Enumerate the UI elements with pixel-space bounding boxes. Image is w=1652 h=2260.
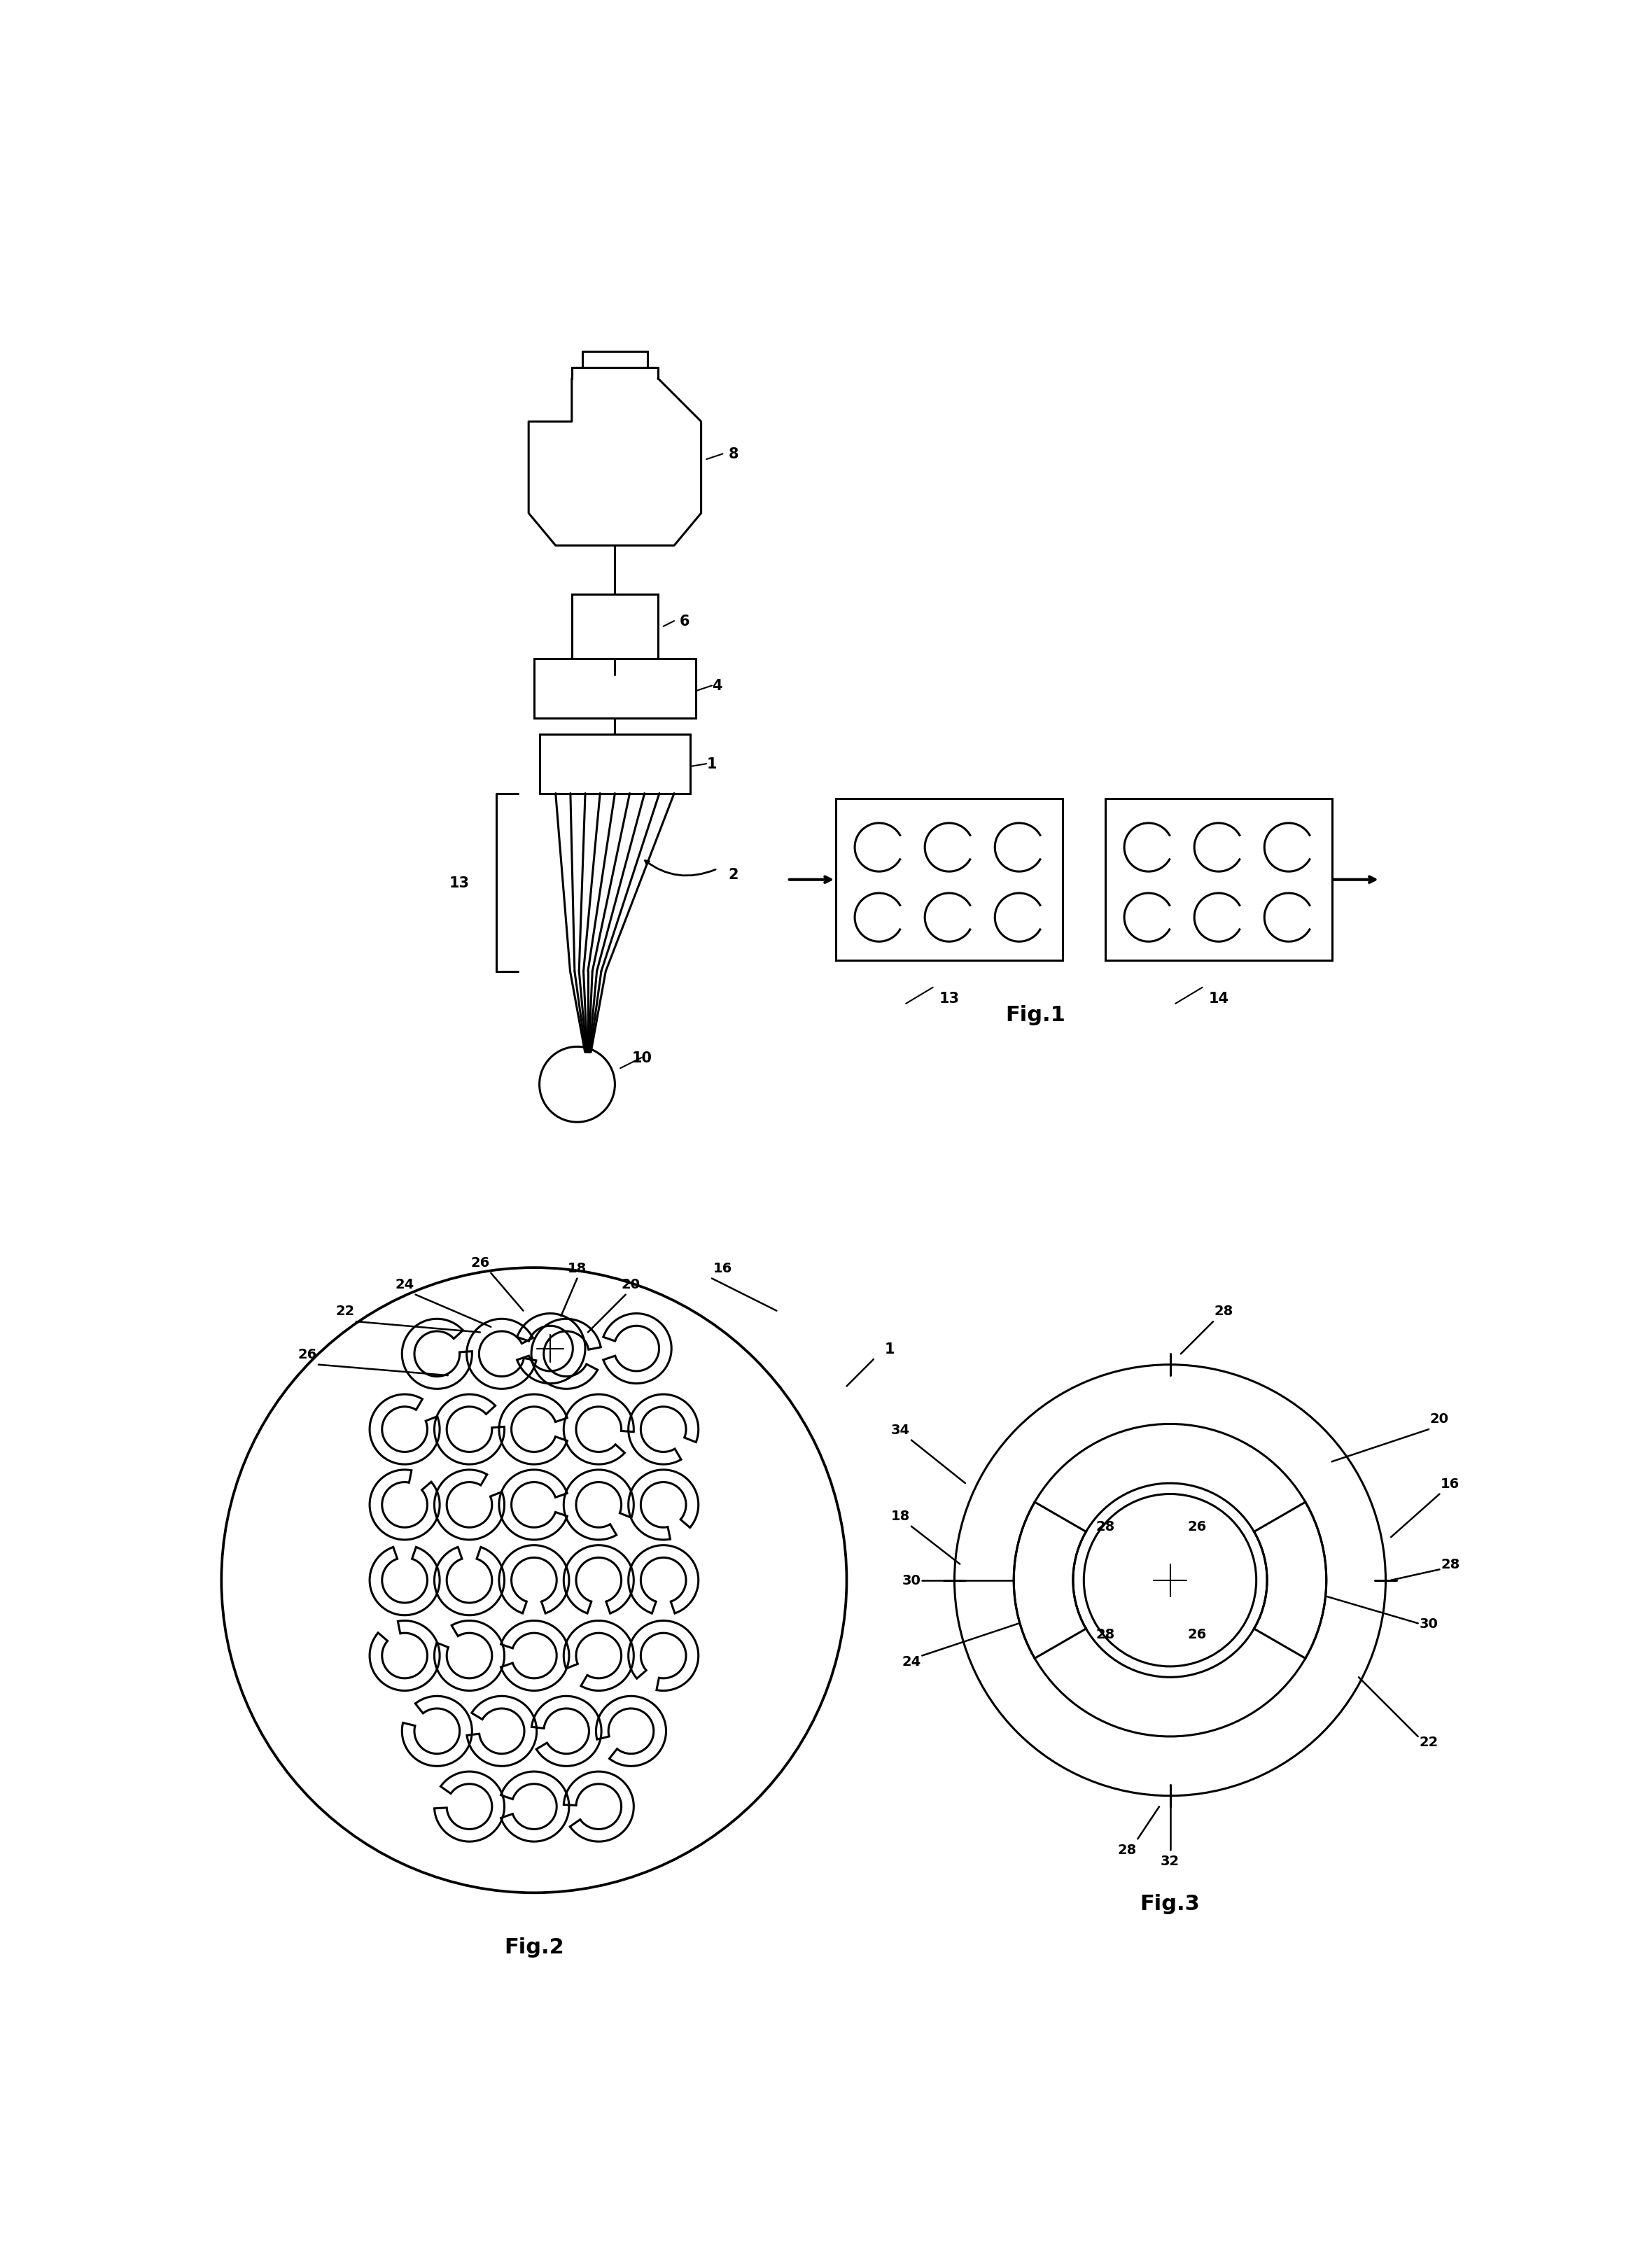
Text: 22: 22 [335,1304,355,1318]
Text: 8: 8 [729,447,738,461]
Bar [540,734,691,793]
Bar [1105,800,1332,960]
Text: 10: 10 [631,1051,653,1064]
Bar [836,800,1062,960]
Text: 13: 13 [449,875,469,890]
Text: 13: 13 [938,992,960,1006]
Text: 34: 34 [890,1424,910,1435]
Text: 20: 20 [621,1277,641,1290]
Text: 16: 16 [714,1261,732,1275]
Text: Fig.3: Fig.3 [1140,1894,1199,1914]
Text: 1: 1 [885,1342,895,1356]
Text: 18: 18 [890,1510,910,1523]
Bar [534,660,695,719]
Text: 28: 28 [1441,1557,1460,1571]
Text: 20: 20 [1431,1412,1449,1426]
Text: 24: 24 [902,1654,920,1668]
Text: 22: 22 [1419,1736,1439,1749]
Text: 30: 30 [1419,1616,1439,1629]
Text: 18: 18 [568,1261,586,1275]
Text: 6: 6 [681,615,691,628]
Text: 28: 28 [1214,1304,1234,1318]
Text: 28: 28 [1117,1844,1137,1855]
Text: 26: 26 [297,1347,317,1361]
Bar [572,594,657,660]
Text: 14: 14 [1208,992,1229,1006]
Text: 1: 1 [707,757,717,771]
Text: 24: 24 [395,1277,415,1290]
Text: 32: 32 [1161,1853,1180,1867]
Text: 2: 2 [729,868,738,881]
Text: 26: 26 [1188,1521,1206,1532]
Text: 4: 4 [712,678,722,694]
Text: 26: 26 [471,1257,489,1270]
Text: 30: 30 [902,1573,920,1587]
Text: 28: 28 [1095,1521,1115,1532]
Text: Fig.1: Fig.1 [1006,1003,1066,1024]
Text: 28: 28 [1095,1627,1115,1641]
Text: 16: 16 [1441,1476,1460,1489]
Text: 26: 26 [1188,1627,1206,1641]
Text: Fig.2: Fig.2 [504,1937,563,1957]
